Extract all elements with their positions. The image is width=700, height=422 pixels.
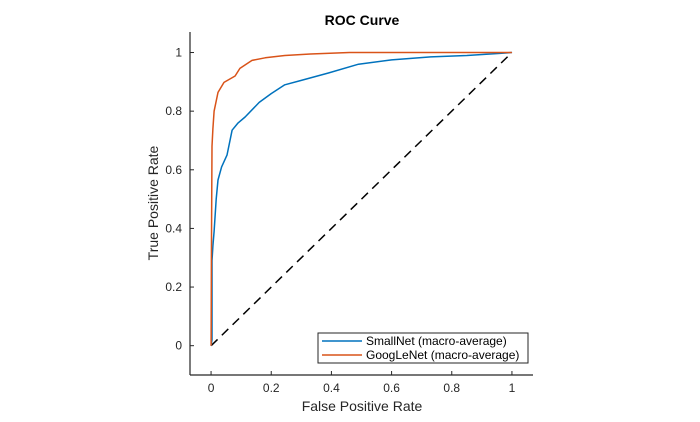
series-line-chance: [210, 51, 513, 347]
y-tick-label: 0.2: [165, 280, 182, 294]
x-tick-label: 0.2: [263, 381, 280, 395]
y-axis-label: True Positive Rate: [145, 145, 161, 260]
chart-title: ROC Curve: [325, 12, 400, 28]
y-tick-label: 0.4: [165, 221, 182, 235]
series-line-googlenet: [210, 51, 512, 346]
legend-box: [317, 332, 529, 364]
x-ticks: 0 0.2 0.4 0.6 0.8 1: [208, 371, 516, 395]
x-tick-label: 0.4: [323, 381, 340, 395]
legend-label-smallnet: SmallNet (macro-average): [366, 334, 507, 348]
legend-label-googlenet: GoogLeNet (macro-average): [366, 348, 519, 362]
x-tick-label: 0.6: [383, 381, 400, 395]
y-ticks: 0 0.2 0.4 0.6 0.8 1: [165, 46, 194, 353]
legend: SmallNet (macro-average) GoogLeNet (macr…: [317, 332, 529, 364]
y-tick-label: 0.6: [165, 163, 182, 177]
y-tick-label: 0: [175, 339, 182, 353]
plot-lines: [210, 51, 513, 347]
series-line-smallnet: [210, 51, 512, 346]
y-tick-label: 1: [175, 46, 182, 60]
y-tick-label: 0.8: [165, 104, 182, 118]
x-tick-label: 0: [208, 381, 215, 395]
x-axis-label: False Positive Rate: [302, 398, 423, 414]
x-tick-label: 0.8: [443, 381, 460, 395]
x-tick-label: 1: [509, 381, 516, 395]
